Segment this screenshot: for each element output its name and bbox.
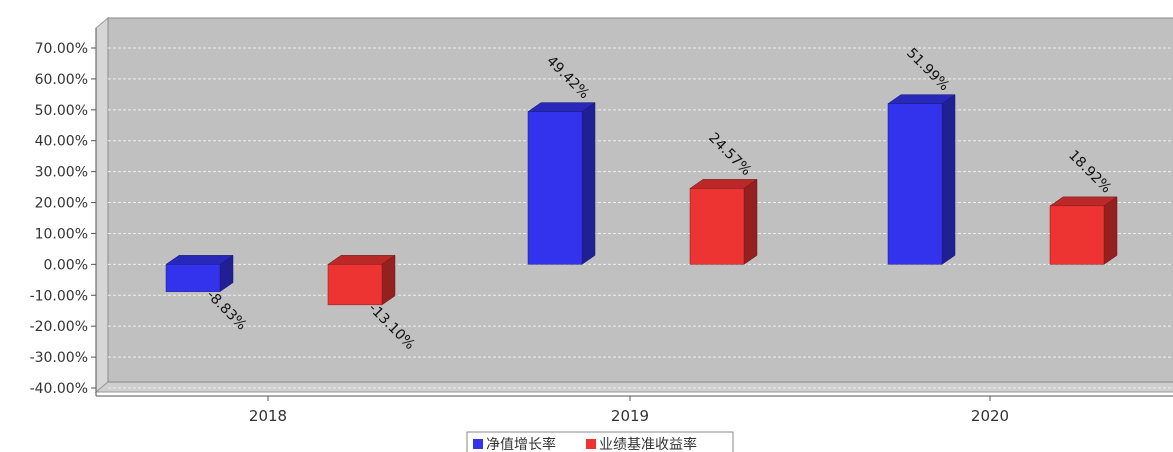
y-tick-label: 10.00% — [35, 226, 88, 242]
bar-side — [581, 102, 596, 265]
gridlines — [108, 47, 1173, 389]
y-tick-label: 70.00% — [35, 41, 88, 57]
legend-label-benchmark: 业绩基准收益率 — [599, 436, 697, 452]
x-tick-label: 2018 — [249, 407, 287, 425]
plot-area — [107, 17, 1173, 383]
y-tick-label: 0.00% — [44, 257, 88, 273]
plot-side-wall — [95, 16, 109, 394]
bar — [1049, 196, 1118, 265]
bar-front — [887, 103, 943, 265]
y-tick-label: -10.00% — [30, 288, 88, 304]
bar — [689, 178, 758, 265]
bar-front — [1049, 205, 1105, 265]
bar-side — [1103, 196, 1118, 265]
x-tick-label: 2020 — [971, 407, 1009, 425]
y-tick-label: 60.00% — [35, 72, 88, 88]
x-tick-label: 2019 — [611, 407, 649, 425]
bar-side — [743, 178, 758, 265]
y-tick-label: -40.00% — [30, 381, 88, 397]
legend-swatch-net-value — [473, 439, 483, 449]
plot-floor — [94, 381, 1173, 393]
bar-side — [941, 94, 956, 265]
y-tick-label: 30.00% — [35, 165, 88, 181]
bar — [887, 94, 956, 265]
legend-label-net-value: 净值增长率 — [486, 436, 556, 452]
legend: 净值增长率 业绩基准收益率 — [466, 431, 734, 452]
bar — [527, 102, 596, 265]
legend-box — [466, 431, 734, 452]
bar-front — [689, 188, 745, 265]
legend-swatch-benchmark — [586, 439, 596, 449]
y-tick-label: -20.00% — [30, 319, 88, 335]
y-tick-label: 50.00% — [35, 103, 88, 119]
bar-front — [327, 264, 383, 306]
bar-front — [165, 264, 221, 292]
bar-series — [165, 94, 1118, 306]
y-tick-label: 40.00% — [35, 134, 88, 150]
x-axis-ticks: 2018 2019 2020 — [249, 396, 1009, 425]
bar-front — [527, 111, 583, 265]
y-tick-label: 20.00% — [35, 196, 88, 212]
bar — [165, 254, 234, 293]
bar — [327, 254, 396, 306]
y-tick-label: -30.00% — [30, 350, 88, 366]
y-axis-ticks: -40.00% -30.00% -20.00% -10.00% 0.00% 10.00% 2… — [30, 41, 96, 397]
